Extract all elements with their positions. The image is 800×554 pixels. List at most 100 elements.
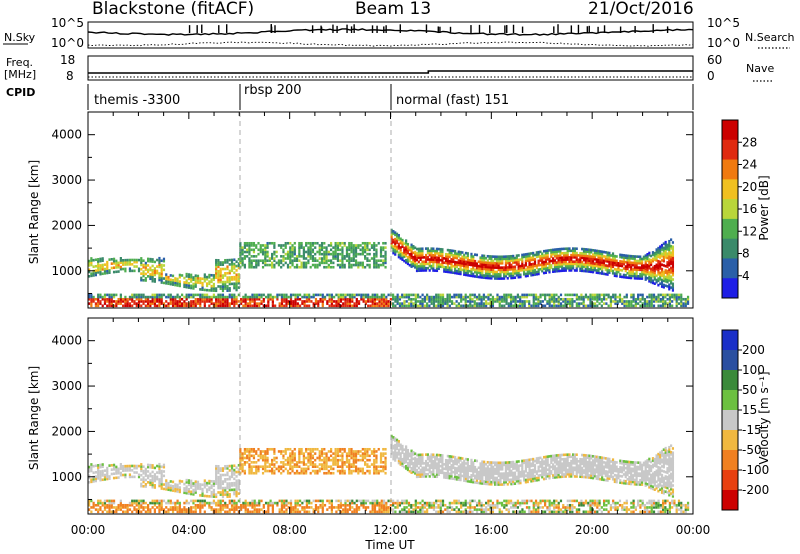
power-cell: [499, 266, 502, 269]
power-cell: [661, 300, 665, 303]
power-cell: [471, 300, 474, 303]
velocity-cell: [469, 503, 472, 507]
power-cell: [568, 266, 571, 270]
velocity-cell: [378, 506, 381, 509]
velocity-cell: [482, 508, 485, 511]
freq-panel: Freq. [MHz] 18 8 60 0 Nave: [4, 53, 774, 83]
power-cell: [428, 295, 431, 299]
velocity-cell: [460, 501, 463, 505]
power-cell: [546, 293, 549, 297]
power-cell: [316, 263, 319, 267]
power-cell: [444, 255, 448, 258]
velocity-cell: [448, 501, 451, 505]
power-cell: [448, 249, 451, 252]
power-cell: [542, 260, 546, 264]
power-cell: [477, 260, 480, 264]
power-cell: [341, 252, 344, 256]
power-cell: [441, 250, 444, 253]
power-cell: [112, 293, 116, 297]
power-cell: [615, 259, 618, 263]
freq-tick-bottom-right: 0: [707, 69, 715, 83]
power-cell: [212, 293, 215, 297]
power-cell: [517, 254, 520, 257]
power-cell: [283, 300, 286, 303]
velocity-cell: [151, 485, 154, 489]
power-cell: [464, 262, 468, 266]
power-cell: [503, 272, 506, 276]
power-cell: [446, 261, 449, 265]
power-cell: [439, 258, 442, 262]
power-cell: [406, 251, 410, 255]
power-cell: [512, 272, 515, 275]
velocity-cell: [135, 503, 138, 507]
power-cell: [561, 267, 564, 270]
velocity-cell: [426, 501, 429, 505]
power-cell: [217, 295, 220, 299]
power-cell: [257, 241, 260, 245]
power-cell: [575, 293, 578, 297]
power-cell: [553, 250, 557, 254]
power-cell: [305, 293, 308, 297]
power-cell: [660, 263, 664, 267]
velocity-cell: [106, 466, 109, 470]
power-cell: [492, 274, 495, 278]
power-cell: [142, 272, 145, 276]
power-cell: [500, 295, 504, 299]
power-cell: [490, 268, 493, 271]
power-cell: [328, 295, 331, 299]
power-cell: [448, 304, 451, 308]
power-cell: [454, 263, 457, 266]
velocity-cell: [280, 510, 284, 514]
power-cell: [664, 280, 667, 283]
velocity-cell: [625, 508, 628, 511]
velocity-cell: [664, 501, 667, 505]
power-cell: [648, 277, 651, 281]
power-cell: [401, 295, 404, 299]
power-cell: [171, 300, 175, 303]
velocity-cell: [158, 462, 161, 466]
power-cell: [580, 302, 583, 305]
power-cell: [657, 304, 660, 308]
power-cell: [572, 249, 575, 253]
velocity-cell: [165, 483, 168, 487]
power-cell: [460, 300, 463, 303]
power-cell: [593, 249, 596, 252]
power-cell: [151, 269, 154, 272]
power-cell: [535, 253, 538, 256]
power-cell: [201, 277, 204, 281]
power-cell: [575, 302, 578, 305]
velocity-cell: [106, 473, 109, 476]
velocity-cell: [165, 506, 168, 509]
power-cell: [610, 262, 613, 266]
velocity-cell: [523, 510, 526, 514]
power-cell: [564, 258, 567, 261]
velocity-cell: [160, 506, 163, 509]
velocity-cell: [625, 499, 628, 503]
power-cell: [203, 288, 206, 292]
power-cell: [178, 284, 181, 288]
power-cell: [510, 257, 513, 260]
power-cell: [183, 281, 186, 284]
power-cell: [611, 252, 615, 255]
power-cell: [397, 244, 400, 248]
velocity-cell: [555, 506, 558, 509]
power-cell: [178, 300, 181, 303]
velocity-cell: [255, 503, 259, 507]
power-cell: [153, 302, 156, 305]
power-cell: [668, 270, 671, 274]
velocity-cell: [119, 463, 122, 466]
power-cell: [199, 297, 202, 301]
power-cell: [307, 259, 310, 262]
power-cell: [441, 295, 445, 299]
velocity-cell: [190, 499, 193, 503]
velocity-cell: [124, 506, 127, 509]
power-cell: [588, 248, 591, 252]
velocity-cell: [187, 490, 191, 493]
power-cell: [434, 256, 437, 259]
power-cell: [215, 267, 218, 271]
power-cell: [387, 293, 390, 297]
velocity-cell: [162, 508, 166, 511]
power-cell: [684, 300, 687, 303]
power-cell: [410, 297, 413, 301]
power-cell: [566, 247, 569, 250]
